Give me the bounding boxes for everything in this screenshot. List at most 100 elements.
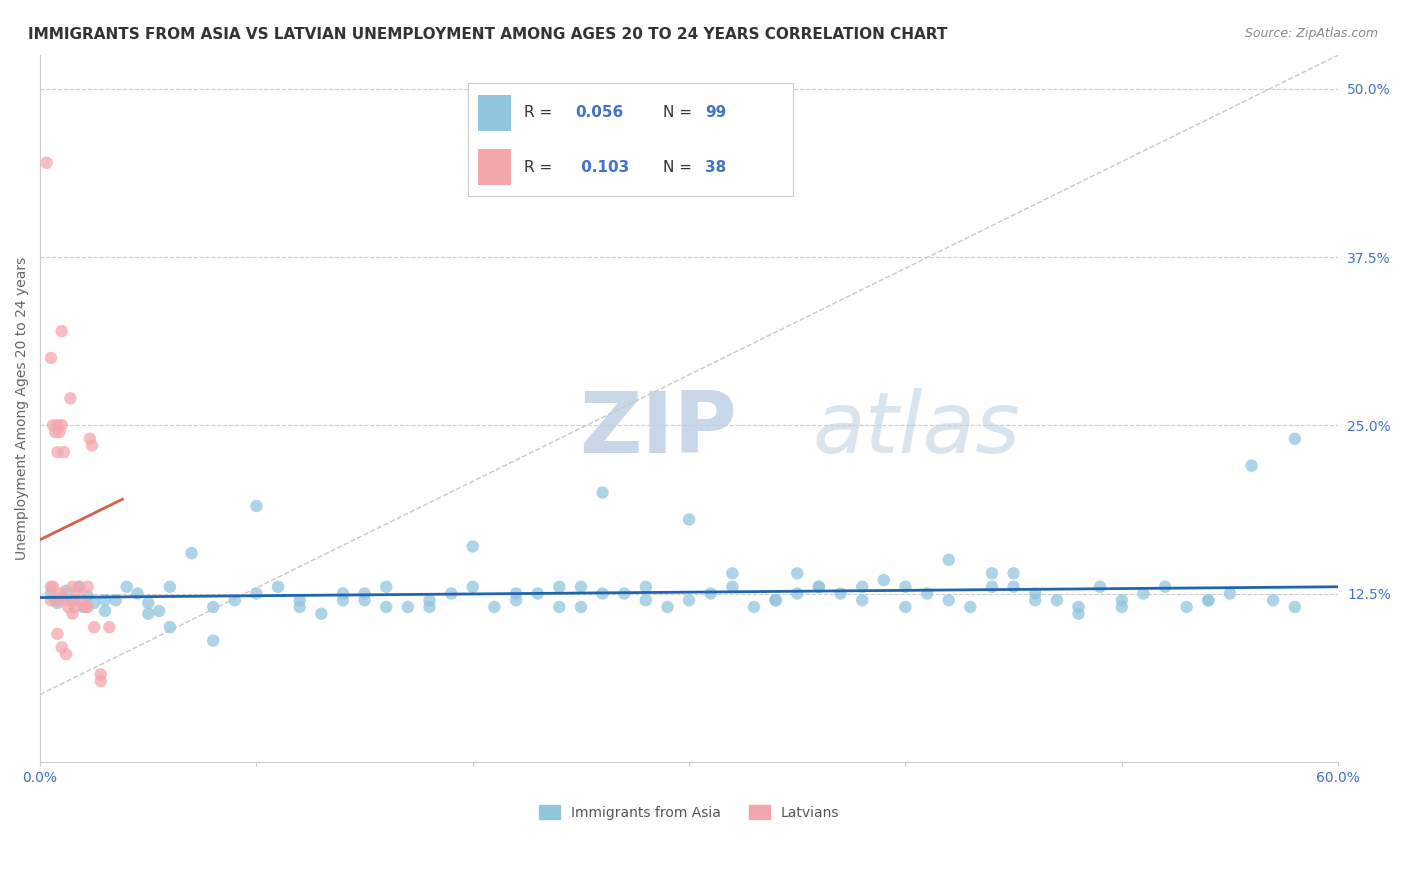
Point [51, 586, 73, 600]
Point [58, 599, 80, 614]
Point [1111, 593, 1133, 607]
Point [75, 599, 97, 614]
Point [180, 546, 202, 560]
Point [55, 647, 77, 661]
Point [59, 392, 82, 406]
Point [51, 418, 73, 433]
Point [592, 485, 614, 500]
Point [39, 351, 62, 365]
Point [1263, 593, 1285, 607]
Point [807, 580, 830, 594]
Point [52, 445, 75, 459]
Point [66, 586, 89, 600]
Point [830, 586, 852, 600]
Point [1046, 593, 1069, 607]
Legend: Immigrants from Asia, Latvians: Immigrants from Asia, Latvians [533, 799, 845, 825]
Point [569, 599, 592, 614]
Point [894, 580, 917, 594]
Point [94, 593, 117, 607]
Point [83, 620, 105, 634]
Point [613, 586, 636, 600]
Point [267, 580, 290, 594]
Point [1154, 580, 1177, 594]
Point [311, 607, 333, 621]
Point [938, 593, 960, 607]
Point [90, 673, 112, 688]
Point [35, 156, 58, 170]
Point [39, 580, 62, 594]
Point [678, 512, 700, 526]
Point [1219, 586, 1241, 600]
Point [72, 599, 94, 614]
Point [569, 580, 592, 594]
Point [159, 580, 181, 594]
Point [851, 580, 873, 594]
Point [634, 593, 657, 607]
Point [76, 580, 98, 594]
Point [104, 593, 127, 607]
Text: IMMIGRANTS FROM ASIA VS LATVIAN UNEMPLOYMENT AMONG AGES 20 TO 24 YEARS CORRELATI: IMMIGRANTS FROM ASIA VS LATVIAN UNEMPLOY… [28, 27, 948, 42]
Point [765, 593, 787, 607]
Point [418, 593, 440, 607]
Point [76, 589, 98, 603]
Point [1197, 593, 1219, 607]
Point [959, 599, 981, 614]
Point [353, 586, 375, 600]
Point [245, 586, 267, 600]
Y-axis label: Unemployment Among Ages 20 to 24 years: Unemployment Among Ages 20 to 24 years [15, 257, 30, 560]
Point [98, 620, 121, 634]
Point [505, 586, 527, 600]
Point [786, 586, 808, 600]
Point [657, 599, 679, 614]
Point [63, 599, 86, 614]
Point [48, 425, 70, 439]
Point [136, 607, 159, 621]
Point [1175, 599, 1198, 614]
Point [678, 593, 700, 607]
Point [1088, 580, 1111, 594]
Point [79, 432, 101, 446]
Point [353, 593, 375, 607]
Point [202, 599, 225, 614]
Point [915, 586, 938, 600]
Point [765, 593, 787, 607]
Point [332, 593, 354, 607]
Point [1132, 586, 1154, 600]
Point [83, 596, 105, 610]
Point [46, 418, 69, 433]
Point [46, 445, 69, 459]
Point [1024, 593, 1046, 607]
Point [1067, 607, 1090, 621]
Point [288, 593, 311, 607]
Point [1111, 599, 1133, 614]
Point [981, 566, 1004, 581]
Point [76, 599, 98, 614]
Point [526, 586, 548, 600]
Point [55, 583, 77, 598]
Point [396, 599, 419, 614]
Point [46, 593, 69, 607]
Point [62, 607, 84, 621]
Point [1284, 599, 1306, 614]
Point [62, 580, 84, 594]
Point [202, 633, 225, 648]
Point [548, 580, 571, 594]
Point [148, 604, 170, 618]
Point [80, 438, 103, 452]
Point [721, 580, 744, 594]
Point [51, 324, 73, 338]
Point [245, 499, 267, 513]
Point [1240, 458, 1263, 473]
Text: Source: ZipAtlas.com: Source: ZipAtlas.com [1244, 27, 1378, 40]
Point [72, 593, 94, 607]
Point [44, 425, 66, 439]
Point [63, 593, 86, 607]
Point [700, 586, 723, 600]
Point [136, 596, 159, 610]
Point [786, 566, 808, 581]
Point [873, 573, 896, 587]
Point [461, 540, 484, 554]
Point [375, 599, 398, 614]
Point [1024, 586, 1046, 600]
Point [42, 580, 65, 594]
